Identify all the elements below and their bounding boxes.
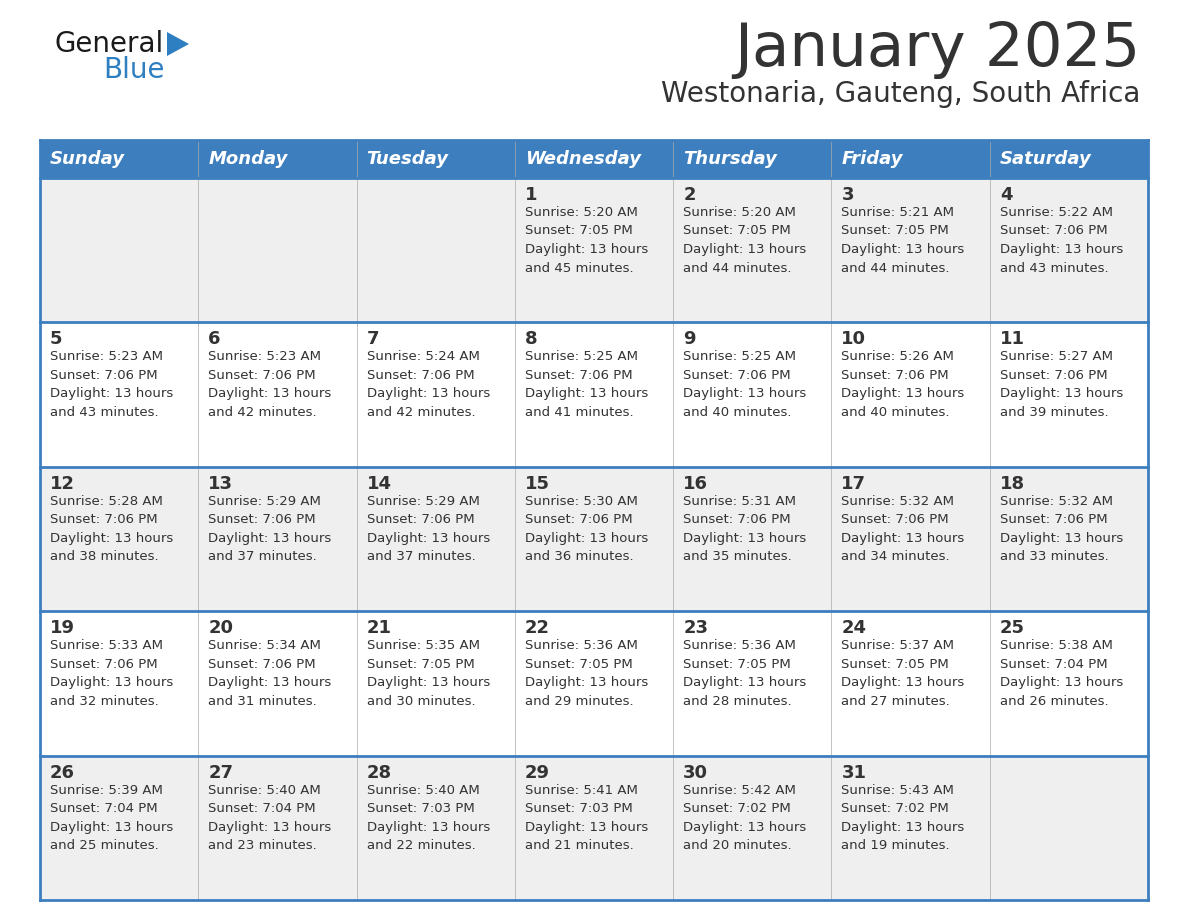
Text: Sunrise: 5:20 AM
Sunset: 7:05 PM
Daylight: 13 hours
and 45 minutes.: Sunrise: 5:20 AM Sunset: 7:05 PM Dayligh… [525, 206, 649, 274]
Text: 19: 19 [50, 620, 75, 637]
Text: 3: 3 [841, 186, 854, 204]
Text: 8: 8 [525, 330, 537, 349]
Text: 16: 16 [683, 475, 708, 493]
Text: Sunrise: 5:27 AM
Sunset: 7:06 PM
Daylight: 13 hours
and 39 minutes.: Sunrise: 5:27 AM Sunset: 7:06 PM Dayligh… [1000, 351, 1123, 419]
Text: Sunrise: 5:32 AM
Sunset: 7:06 PM
Daylight: 13 hours
and 34 minutes.: Sunrise: 5:32 AM Sunset: 7:06 PM Dayligh… [841, 495, 965, 564]
Text: 6: 6 [208, 330, 221, 349]
Text: Blue: Blue [103, 56, 164, 84]
Bar [40, 756, 1148, 900]
Text: 29: 29 [525, 764, 550, 781]
Text: Sunrise: 5:25 AM
Sunset: 7:06 PM
Daylight: 13 hours
and 41 minutes.: Sunrise: 5:25 AM Sunset: 7:06 PM Dayligh… [525, 351, 649, 419]
Text: Sunrise: 5:29 AM
Sunset: 7:06 PM
Daylight: 13 hours
and 37 minutes.: Sunrise: 5:29 AM Sunset: 7:06 PM Dayligh… [208, 495, 331, 564]
Text: Thursday: Thursday [683, 150, 777, 168]
Text: Sunrise: 5:36 AM
Sunset: 7:05 PM
Daylight: 13 hours
and 29 minutes.: Sunrise: 5:36 AM Sunset: 7:05 PM Dayligh… [525, 639, 649, 708]
Text: 5: 5 [50, 330, 63, 349]
Text: 24: 24 [841, 620, 866, 637]
Text: Sunrise: 5:24 AM
Sunset: 7:06 PM
Daylight: 13 hours
and 42 minutes.: Sunrise: 5:24 AM Sunset: 7:06 PM Dayligh… [367, 351, 489, 419]
Text: 18: 18 [1000, 475, 1025, 493]
Text: 21: 21 [367, 620, 392, 637]
Bar [40, 611, 1148, 756]
Text: Sunrise: 5:26 AM
Sunset: 7:06 PM
Daylight: 13 hours
and 40 minutes.: Sunrise: 5:26 AM Sunset: 7:06 PM Dayligh… [841, 351, 965, 419]
Text: Friday: Friday [841, 150, 903, 168]
Text: Sunrise: 5:30 AM
Sunset: 7:06 PM
Daylight: 13 hours
and 36 minutes.: Sunrise: 5:30 AM Sunset: 7:06 PM Dayligh… [525, 495, 649, 564]
Text: Sunrise: 5:29 AM
Sunset: 7:06 PM
Daylight: 13 hours
and 37 minutes.: Sunrise: 5:29 AM Sunset: 7:06 PM Dayligh… [367, 495, 489, 564]
Text: 12: 12 [50, 475, 75, 493]
Text: Sunrise: 5:34 AM
Sunset: 7:06 PM
Daylight: 13 hours
and 31 minutes.: Sunrise: 5:34 AM Sunset: 7:06 PM Dayligh… [208, 639, 331, 708]
Text: Wednesday: Wednesday [525, 150, 640, 168]
Text: 2: 2 [683, 186, 696, 204]
Text: Sunrise: 5:22 AM
Sunset: 7:06 PM
Daylight: 13 hours
and 43 minutes.: Sunrise: 5:22 AM Sunset: 7:06 PM Dayligh… [1000, 206, 1123, 274]
Text: 11: 11 [1000, 330, 1025, 349]
Text: Monday: Monday [208, 150, 287, 168]
Text: Saturday: Saturday [1000, 150, 1092, 168]
Text: 13: 13 [208, 475, 233, 493]
Text: Sunrise: 5:35 AM
Sunset: 7:05 PM
Daylight: 13 hours
and 30 minutes.: Sunrise: 5:35 AM Sunset: 7:05 PM Dayligh… [367, 639, 489, 708]
Text: 10: 10 [841, 330, 866, 349]
Text: General: General [55, 30, 164, 58]
Text: Sunrise: 5:20 AM
Sunset: 7:05 PM
Daylight: 13 hours
and 44 minutes.: Sunrise: 5:20 AM Sunset: 7:05 PM Dayligh… [683, 206, 807, 274]
Text: 17: 17 [841, 475, 866, 493]
Bar [40, 466, 1148, 611]
Text: Sunrise: 5:31 AM
Sunset: 7:06 PM
Daylight: 13 hours
and 35 minutes.: Sunrise: 5:31 AM Sunset: 7:06 PM Dayligh… [683, 495, 807, 564]
Text: Sunrise: 5:23 AM
Sunset: 7:06 PM
Daylight: 13 hours
and 43 minutes.: Sunrise: 5:23 AM Sunset: 7:06 PM Dayligh… [50, 351, 173, 419]
Text: 1: 1 [525, 186, 537, 204]
Text: Sunrise: 5:41 AM
Sunset: 7:03 PM
Daylight: 13 hours
and 21 minutes.: Sunrise: 5:41 AM Sunset: 7:03 PM Dayligh… [525, 784, 649, 852]
Text: Sunrise: 5:43 AM
Sunset: 7:02 PM
Daylight: 13 hours
and 19 minutes.: Sunrise: 5:43 AM Sunset: 7:02 PM Dayligh… [841, 784, 965, 852]
Polygon shape [168, 32, 189, 56]
Text: 31: 31 [841, 764, 866, 781]
Text: January 2025: January 2025 [734, 20, 1140, 79]
Bar [40, 140, 1148, 178]
Text: 27: 27 [208, 764, 233, 781]
Text: 9: 9 [683, 330, 696, 349]
Text: 23: 23 [683, 620, 708, 637]
Text: 14: 14 [367, 475, 392, 493]
Text: Sunrise: 5:32 AM
Sunset: 7:06 PM
Daylight: 13 hours
and 33 minutes.: Sunrise: 5:32 AM Sunset: 7:06 PM Dayligh… [1000, 495, 1123, 564]
Text: Sunday: Sunday [50, 150, 125, 168]
Text: 7: 7 [367, 330, 379, 349]
Text: 15: 15 [525, 475, 550, 493]
Text: 30: 30 [683, 764, 708, 781]
Text: 28: 28 [367, 764, 392, 781]
Text: 20: 20 [208, 620, 233, 637]
Text: Sunrise: 5:33 AM
Sunset: 7:06 PM
Daylight: 13 hours
and 32 minutes.: Sunrise: 5:33 AM Sunset: 7:06 PM Dayligh… [50, 639, 173, 708]
Text: 25: 25 [1000, 620, 1025, 637]
Text: Sunrise: 5:37 AM
Sunset: 7:05 PM
Daylight: 13 hours
and 27 minutes.: Sunrise: 5:37 AM Sunset: 7:05 PM Dayligh… [841, 639, 965, 708]
Text: Sunrise: 5:25 AM
Sunset: 7:06 PM
Daylight: 13 hours
and 40 minutes.: Sunrise: 5:25 AM Sunset: 7:06 PM Dayligh… [683, 351, 807, 419]
Text: 26: 26 [50, 764, 75, 781]
Text: Sunrise: 5:38 AM
Sunset: 7:04 PM
Daylight: 13 hours
and 26 minutes.: Sunrise: 5:38 AM Sunset: 7:04 PM Dayligh… [1000, 639, 1123, 708]
Text: Sunrise: 5:39 AM
Sunset: 7:04 PM
Daylight: 13 hours
and 25 minutes.: Sunrise: 5:39 AM Sunset: 7:04 PM Dayligh… [50, 784, 173, 852]
Text: Sunrise: 5:23 AM
Sunset: 7:06 PM
Daylight: 13 hours
and 42 minutes.: Sunrise: 5:23 AM Sunset: 7:06 PM Dayligh… [208, 351, 331, 419]
Text: Sunrise: 5:40 AM
Sunset: 7:04 PM
Daylight: 13 hours
and 23 minutes.: Sunrise: 5:40 AM Sunset: 7:04 PM Dayligh… [208, 784, 331, 852]
Text: Sunrise: 5:42 AM
Sunset: 7:02 PM
Daylight: 13 hours
and 20 minutes.: Sunrise: 5:42 AM Sunset: 7:02 PM Dayligh… [683, 784, 807, 852]
Text: Sunrise: 5:28 AM
Sunset: 7:06 PM
Daylight: 13 hours
and 38 minutes.: Sunrise: 5:28 AM Sunset: 7:06 PM Dayligh… [50, 495, 173, 564]
Text: Sunrise: 5:36 AM
Sunset: 7:05 PM
Daylight: 13 hours
and 28 minutes.: Sunrise: 5:36 AM Sunset: 7:05 PM Dayligh… [683, 639, 807, 708]
Text: 22: 22 [525, 620, 550, 637]
Text: Tuesday: Tuesday [367, 150, 449, 168]
Bar [40, 322, 1148, 466]
Text: 4: 4 [1000, 186, 1012, 204]
Text: Sunrise: 5:21 AM
Sunset: 7:05 PM
Daylight: 13 hours
and 44 minutes.: Sunrise: 5:21 AM Sunset: 7:05 PM Dayligh… [841, 206, 965, 274]
Bar [40, 178, 1148, 322]
Text: Sunrise: 5:40 AM
Sunset: 7:03 PM
Daylight: 13 hours
and 22 minutes.: Sunrise: 5:40 AM Sunset: 7:03 PM Dayligh… [367, 784, 489, 852]
Text: Westonaria, Gauteng, South Africa: Westonaria, Gauteng, South Africa [661, 80, 1140, 108]
